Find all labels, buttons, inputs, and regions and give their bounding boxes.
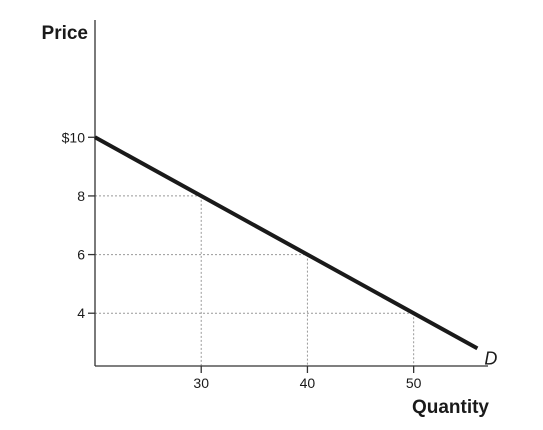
- guide-lines: [95, 195, 415, 366]
- ticks: $10 8 6 4 30 40 50: [62, 129, 422, 391]
- y-axis-title: Price: [42, 23, 88, 44]
- y-tick-label: 8: [77, 188, 85, 204]
- x-tick-label: 40: [300, 375, 316, 391]
- demand-curve: [94, 135, 479, 351]
- demand-curve-label: D: [484, 348, 497, 368]
- x-axis-title: Quantity: [412, 397, 489, 418]
- x-tick-label: 30: [193, 375, 209, 391]
- axes: [94, 20, 488, 367]
- y-tick-label: 6: [77, 247, 85, 263]
- y-tick-label: $10: [62, 129, 86, 145]
- x-tick-label: 50: [406, 375, 422, 391]
- series: D: [94, 135, 497, 368]
- y-tick-label: 4: [77, 305, 85, 321]
